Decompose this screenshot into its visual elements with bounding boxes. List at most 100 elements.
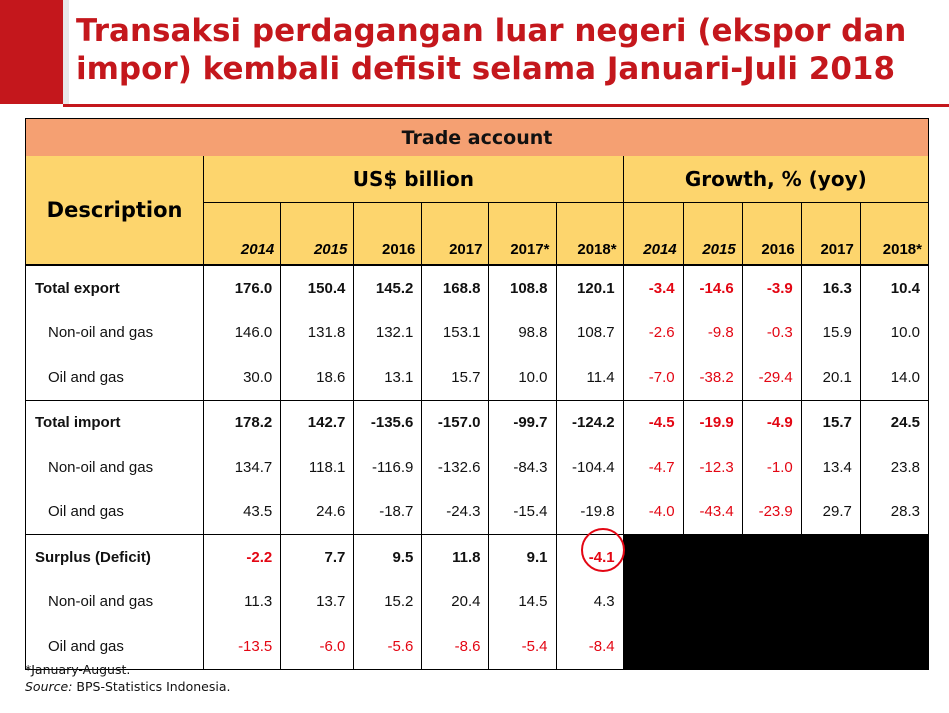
blacked-out-cell — [683, 534, 743, 580]
blacked-out-cell — [742, 624, 802, 669]
usd-value-cell: 11.3 — [203, 579, 282, 624]
usd-value-cell: 108.8 — [488, 264, 557, 311]
usd-value-cell: 4.3 — [556, 579, 624, 624]
row-label: Non-oil and gas — [25, 310, 205, 355]
row-label: Non-oil and gas — [25, 579, 205, 624]
usd-value-cell: 15.2 — [353, 579, 423, 624]
title-rule — [63, 104, 949, 107]
growth-value-cell: -4.9 — [742, 399, 802, 445]
usd-value-cell: 9.5 — [353, 534, 423, 580]
table-caption: Trade account — [25, 118, 929, 156]
blacked-out-cell — [801, 624, 861, 669]
blacked-out-cell — [683, 624, 743, 669]
usd-value-cell: 168.8 — [421, 264, 490, 311]
usd-value-cell: 118.1 — [280, 445, 355, 490]
growth-value-cell: -7.0 — [623, 355, 684, 400]
usd-value-cell: 176.0 — [203, 264, 282, 311]
usd-value-cell: 134.7 — [203, 445, 282, 490]
trade-account-table: Trade account Description US$ billion Gr… — [25, 118, 930, 670]
growth-value-cell: 16.3 — [801, 264, 861, 311]
usd-value-cell: 11.4 — [556, 355, 624, 400]
usd-value-cell: -5.6 — [353, 624, 423, 669]
usd-group-header: US$ billion — [203, 156, 624, 203]
usd-value-cell: 13.7 — [280, 579, 355, 624]
usd-value-cell: -6.0 — [280, 624, 355, 669]
source-label: Source: — [25, 679, 73, 694]
usd-value-cell: 146.0 — [203, 310, 282, 355]
growth-value-cell: -0.3 — [742, 310, 802, 355]
growth-value-cell: -19.9 — [683, 399, 743, 445]
usd-year-header: 2015 — [280, 202, 355, 266]
growth-value-cell: -29.4 — [742, 355, 802, 400]
row-label: Oil and gas — [25, 355, 205, 400]
usd-year-header: 2017 — [421, 202, 490, 266]
usd-value-cell: 24.6 — [280, 489, 355, 535]
growth-year-header: 2018* — [860, 202, 930, 266]
usd-value-cell: 11.8 — [421, 534, 490, 580]
growth-value-cell: 28.3 — [860, 489, 930, 535]
row-label: Total import — [25, 399, 205, 445]
usd-value-cell: -104.4 — [556, 445, 624, 490]
usd-value-cell: -18.7 — [353, 489, 423, 535]
source-text: BPS-Statistics Indonesia. — [72, 679, 231, 694]
table-row: Non-oil and gas 11.3 13.7 15.2 20.4 14.5 4.3 — [25, 579, 930, 624]
growth-value-cell: -9.8 — [683, 310, 743, 355]
growth-value-cell: -43.4 — [683, 489, 743, 535]
usd-value-cell: -99.7 — [488, 399, 557, 445]
growth-value-cell: -12.3 — [683, 445, 743, 490]
table-row: Oil and gas -13.5 -6.0 -5.6 -8.6 -5.4 -8.4 — [25, 624, 930, 669]
table-row: Oil and gas 30.0 18.6 13.1 15.7 10.0 11.4 -7.0-… — [25, 355, 930, 400]
page-title: Transaksi perdagangan luar negeri (ekspo… — [76, 13, 907, 87]
growth-value-cell: -3.9 — [742, 264, 802, 311]
usd-value-cell: -84.3 — [488, 445, 557, 490]
usd-value-cell: 131.8 — [280, 310, 355, 355]
growth-value-cell: -4.7 — [623, 445, 684, 490]
growth-value-cell: -2.6 — [623, 310, 684, 355]
table-row: Oil and gas 43.5 24.6 -18.7 -24.3 -15.4 -19.8-… — [25, 489, 930, 535]
usd-value-cell: -19.8 — [556, 489, 624, 535]
blacked-out-cell — [742, 579, 802, 624]
growth-value-cell: -3.4 — [623, 264, 684, 311]
growth-value-cell: 10.4 — [860, 264, 930, 311]
table-row: Surplus (Deficit) -2.2 7.7 9.5 11.8 9.1 -4.1 — [25, 534, 930, 580]
growth-value-cell: -14.6 — [683, 264, 743, 311]
growth-value-cell: -4.5 — [623, 399, 684, 445]
highlight-circle — [581, 528, 625, 572]
growth-value-cell: 13.4 — [801, 445, 861, 490]
accent-bar-shadow — [63, 0, 69, 104]
growth-year-header: 2015 — [683, 202, 743, 266]
table-row: Total import 178.2 142.7 -135.6 -157.0 -99.7-… — [25, 399, 930, 445]
growth-year-header: 2014 — [623, 202, 684, 266]
growth-value-cell: -4.0 — [623, 489, 684, 535]
growth-value-cell: 15.9 — [801, 310, 861, 355]
usd-value-cell: -8.4 — [556, 624, 624, 669]
growth-value-cell: 20.1 — [801, 355, 861, 400]
usd-value-cell: 20.4 — [421, 579, 490, 624]
row-label: Surplus (Deficit) — [25, 534, 205, 580]
growth-value-cell: 15.7 — [801, 399, 861, 445]
growth-value-cell: 24.5 — [860, 399, 930, 445]
growth-value-cell: -1.0 — [742, 445, 802, 490]
growth-value-cell: 14.0 — [860, 355, 930, 400]
trade-account-table-wrapper: Trade account Description US$ billion Gr… — [25, 118, 930, 670]
usd-year-header: 2018* — [556, 202, 624, 266]
usd-value-cell: 43.5 — [203, 489, 282, 535]
usd-value-cell: 18.6 — [280, 355, 355, 400]
usd-value-cell: -15.4 — [488, 489, 557, 535]
accent-bar — [0, 0, 69, 104]
footnote: *January-August. Source: BPS-Statistics … — [25, 661, 231, 695]
usd-value-cell: -5.4 — [488, 624, 557, 669]
blacked-out-cell — [683, 579, 743, 624]
table-row: Non-oil and gas 146.0 131.8 132.1 153.1 98.8 1… — [25, 310, 930, 355]
usd-value-cell: -8.6 — [421, 624, 490, 669]
blacked-out-cell — [623, 579, 684, 624]
usd-value-cell: -157.0 — [421, 399, 490, 445]
growth-value-cell: -23.9 — [742, 489, 802, 535]
blacked-out-cell — [860, 579, 930, 624]
growth-value-cell: 29.7 — [801, 489, 861, 535]
growth-year-header: 2016 — [742, 202, 802, 266]
usd-year-header: 2017* — [488, 202, 557, 266]
usd-value-cell: 10.0 — [488, 355, 557, 400]
growth-value-cell: 23.8 — [860, 445, 930, 490]
footnote-source: Source: BPS-Statistics Indonesia. — [25, 678, 231, 695]
